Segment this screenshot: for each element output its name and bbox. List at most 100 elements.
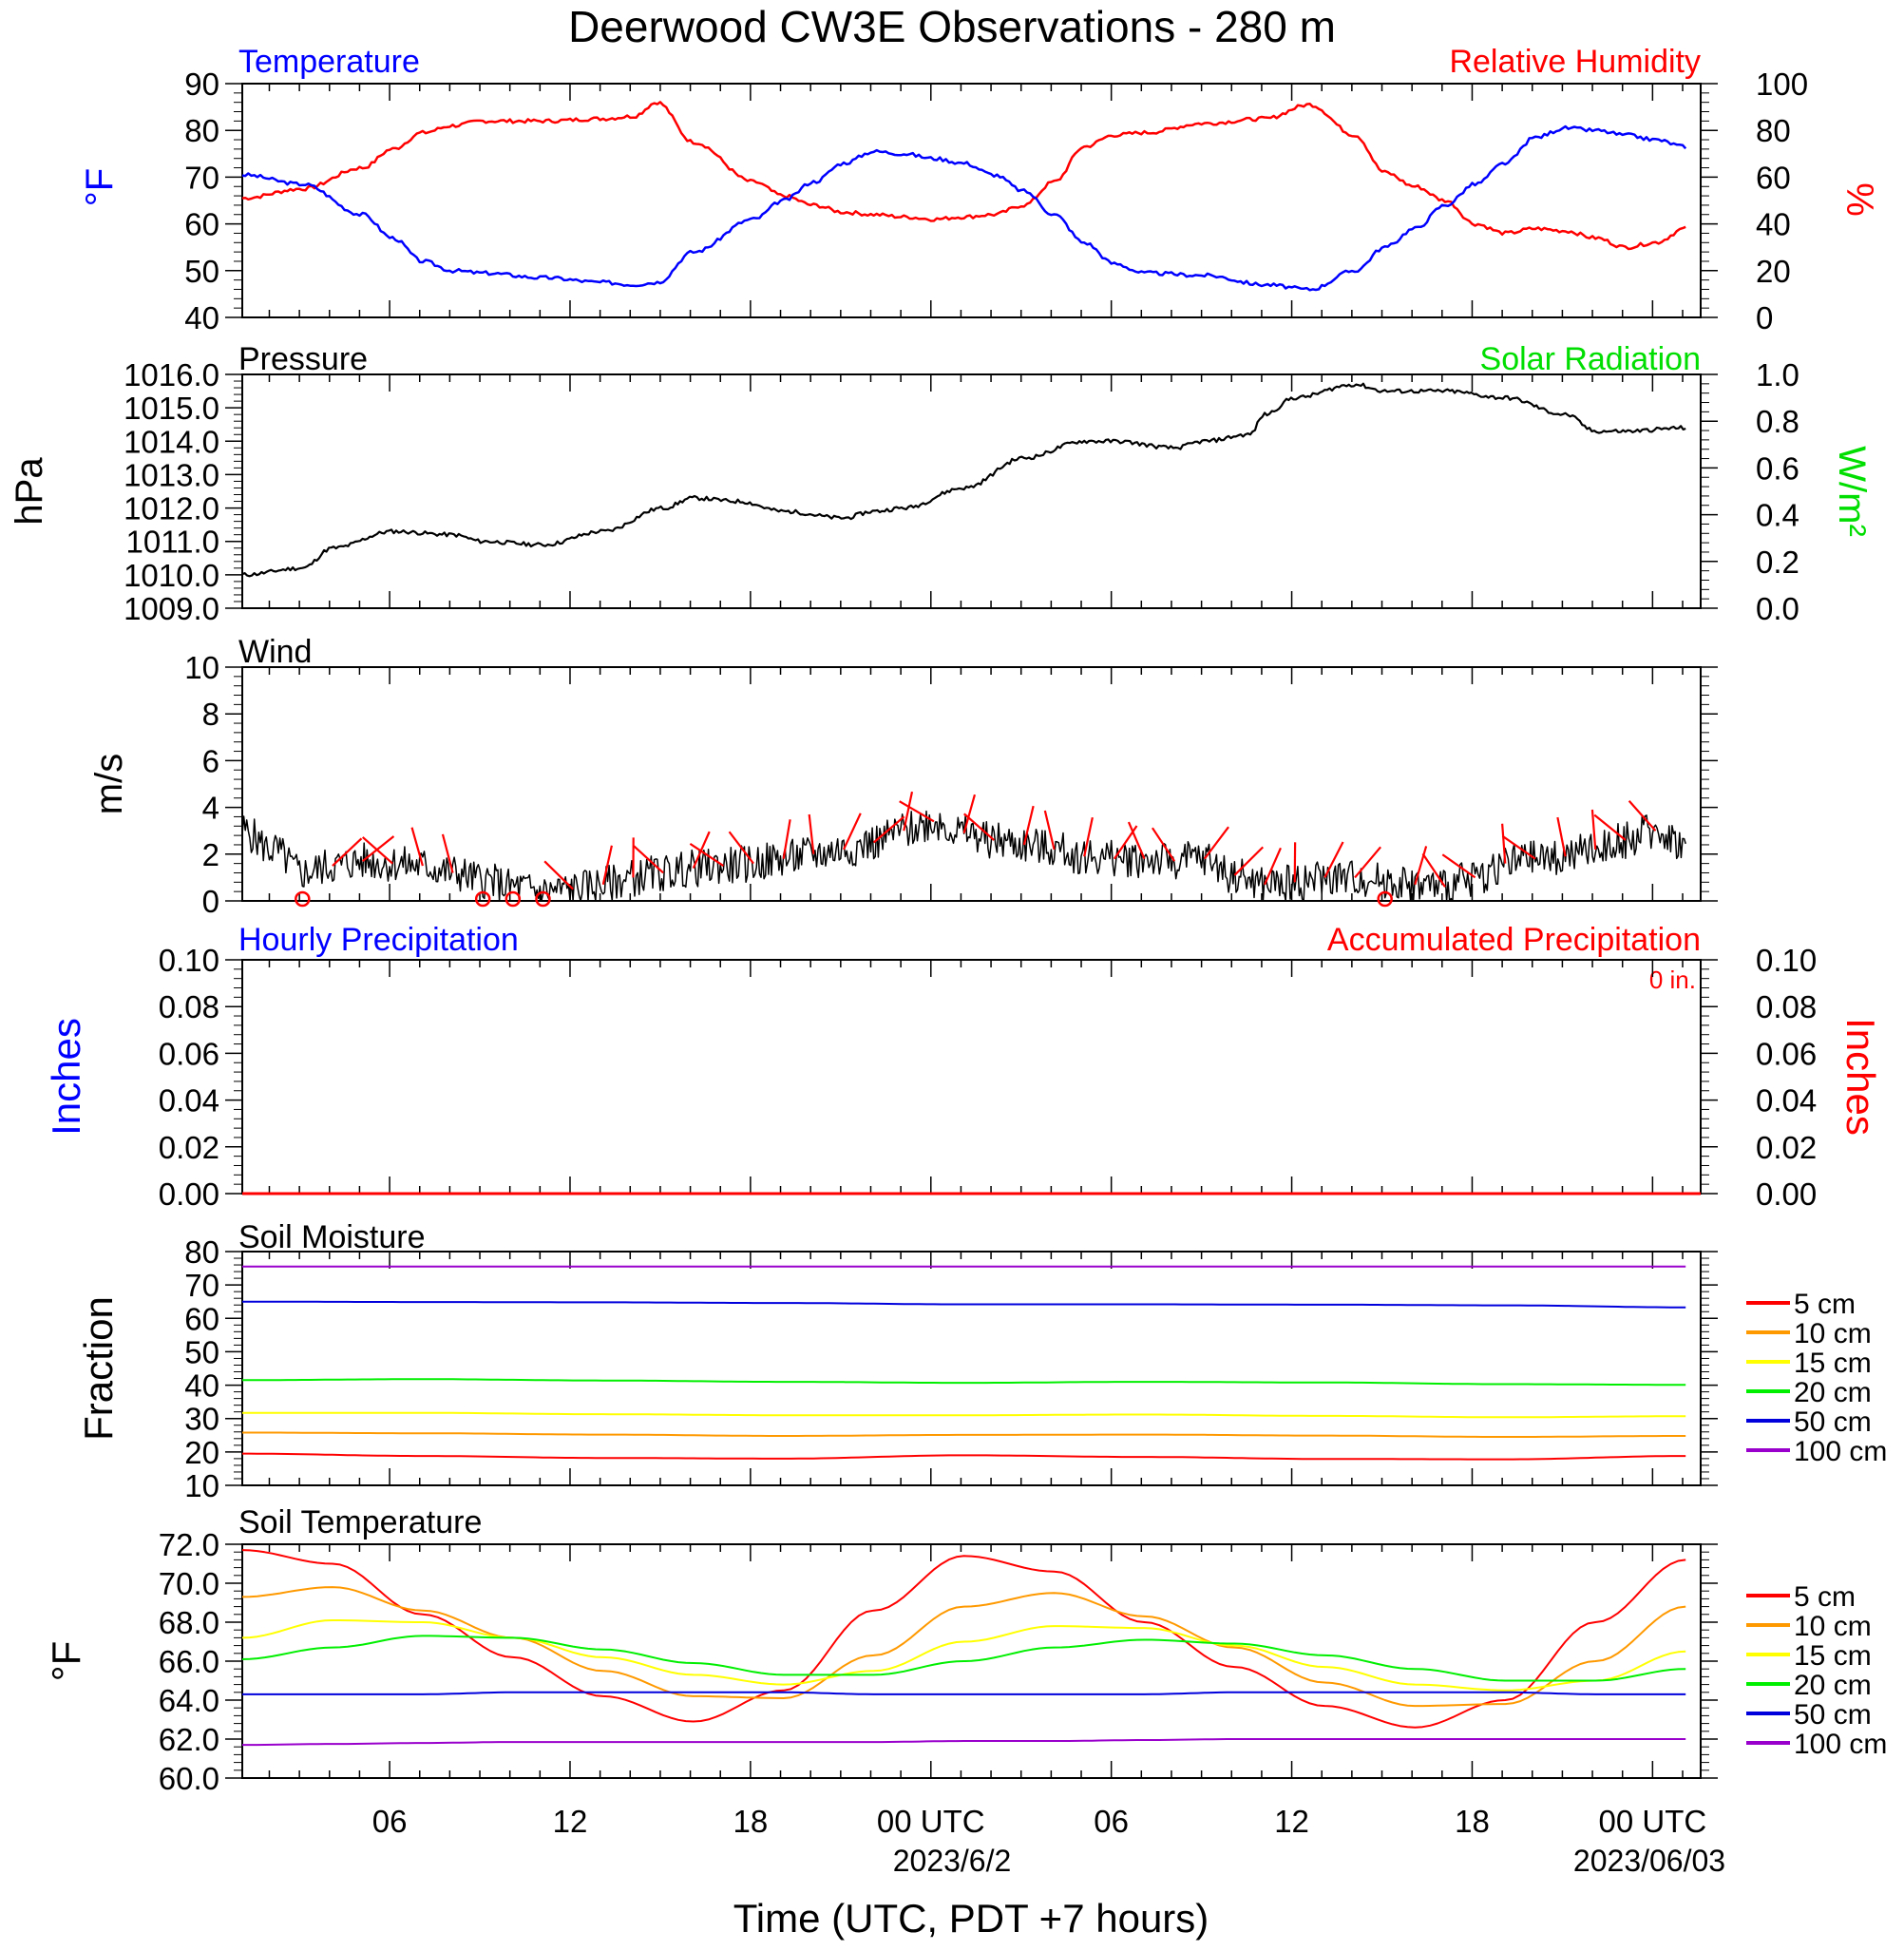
y-tick-label-left: 0.02: [159, 1130, 219, 1165]
y-axis-label-left: Fraction: [76, 1296, 121, 1441]
y-tick-label-left: 40: [184, 300, 219, 335]
x-tick-label: 18: [733, 1804, 769, 1839]
wind-barb: [1022, 805, 1035, 846]
legend-label: 10 cm: [1794, 1611, 1872, 1642]
y-tick-label-right: 0.00: [1756, 1176, 1817, 1212]
y-tick-label-left: 1014.0: [124, 424, 219, 459]
y-tick-label-left: 0.00: [159, 1176, 219, 1212]
y-tick-label-left: 72.0: [159, 1527, 219, 1562]
panel-title-left: Pressure: [238, 341, 368, 377]
panel-title-right: Relative Humidity: [1449, 44, 1701, 80]
legend-label: 15 cm: [1794, 1348, 1872, 1379]
y-axis-label-right: %: [1838, 182, 1880, 217]
wind-barb: [1556, 816, 1567, 857]
y-tick-label-left: 0: [202, 884, 219, 919]
y-tick-label-left: 0.04: [159, 1083, 219, 1119]
panel-pressure-solar: Pressure Solar Radiation hPa W/m² 1016.0…: [9, 341, 1873, 626]
y-tick-label-left: 80: [184, 113, 219, 148]
y-tick-label-left: 66.0: [159, 1644, 219, 1679]
y-tick-label-right: 40: [1756, 207, 1791, 242]
wind-barb: [1264, 847, 1282, 886]
y-tick-label-right: 1.0: [1756, 357, 1799, 392]
wind-barb: [332, 837, 363, 867]
y-tick-label-left: 80: [184, 1234, 219, 1270]
y-tick-label-left: 60.0: [159, 1761, 219, 1796]
y-tick-label-left: 90: [184, 67, 219, 102]
wind-barb: [361, 836, 393, 865]
wind-barb: [1203, 826, 1229, 860]
y-tick-label-right: 0.02: [1756, 1130, 1817, 1165]
plot-frame: [241, 373, 1702, 609]
humidity-line: [241, 101, 1686, 251]
y-tick-label-left: 20: [184, 1435, 219, 1470]
wind-barb: [872, 815, 905, 844]
wind-barb: [1501, 823, 1507, 864]
y-tick-label-left: 50: [184, 1334, 219, 1369]
legend-label: 100 cm: [1794, 1436, 1887, 1467]
wind-barb: [962, 813, 995, 841]
x-tick-label: 06: [1094, 1804, 1129, 1839]
plot-frame: [241, 959, 1702, 1195]
y-tick-label-left: 68.0: [159, 1605, 219, 1640]
wind-barb: [1414, 846, 1428, 886]
panel-title-left: Soil Moisture: [238, 1219, 426, 1255]
legend-label: 10 cm: [1794, 1318, 1872, 1349]
y-tick-label-right: 0.10: [1756, 943, 1817, 978]
y-tick-label-right: 0.08: [1756, 989, 1817, 1024]
wind-barb: [1127, 821, 1146, 860]
y-axis-label-left: Inches: [44, 1018, 88, 1136]
y-axis-label-left: m/s: [88, 754, 130, 814]
calm-wind-circle: [535, 890, 551, 908]
soil-line-50cm: [242, 1691, 1686, 1695]
y-tick-label-left: 50: [184, 254, 219, 289]
wind-barb: [1590, 809, 1597, 850]
wind-barb: [1233, 846, 1265, 876]
y-axis-label-left: hPa: [9, 457, 50, 526]
soil-line-50cm: [242, 1300, 1686, 1309]
wind-barb: [962, 794, 977, 833]
legend-label: 50 cm: [1794, 1406, 1872, 1438]
legend-label: 20 cm: [1794, 1670, 1872, 1701]
y-tick-label-left: 1012.0: [124, 491, 219, 526]
wind-barb: [410, 827, 424, 867]
y-axis-label-right: W/m²: [1831, 446, 1873, 537]
y-tick-label-left: 1016.0: [124, 357, 219, 392]
y-axis-label-left: °F: [79, 168, 121, 206]
panel-title-left: Soil Temperature: [238, 1504, 482, 1540]
wind-barb: [899, 800, 935, 823]
panel-title-left: Hourly Precipitation: [238, 922, 519, 958]
soil-line-10cm: [242, 1431, 1686, 1438]
legend-label: 100 cm: [1794, 1729, 1887, 1760]
wind-barb: [692, 831, 711, 870]
y-tick-label-right: 0.04: [1756, 1083, 1817, 1119]
date-label: 2023/06/03: [1573, 1844, 1725, 1878]
wind-barb: [1593, 813, 1627, 841]
wind-barb: [1628, 800, 1657, 832]
y-tick-label-left: 10: [184, 650, 219, 685]
y-tick-label-left: 0.06: [159, 1036, 219, 1071]
wind-barb: [1354, 846, 1381, 879]
x-axis-title: Time (UTC, PDT +7 hours): [733, 1896, 1209, 1941]
y-tick-label-left: 70: [184, 1268, 219, 1303]
y-tick-label-left: 0.08: [159, 989, 219, 1024]
x-tick-label: 00 UTC: [877, 1804, 985, 1839]
soil-line-20cm: [241, 1635, 1686, 1682]
x-tick-label: 12: [1274, 1804, 1309, 1839]
wind-barb: [1421, 852, 1446, 888]
y-tick-label-left: 4: [202, 791, 219, 826]
soil-line-20cm: [242, 1378, 1686, 1387]
soil-line-15cm: [242, 1411, 1686, 1419]
wind-barb: [601, 845, 613, 886]
plot-frame: [241, 666, 1702, 902]
panel-title-right: Solar Radiation: [1480, 341, 1701, 377]
wind-barb: [1323, 841, 1344, 878]
wind-barb: [808, 813, 815, 854]
calm-wind-circle: [505, 890, 522, 908]
legend-label: 5 cm: [1794, 1581, 1856, 1613]
calm-wind-circle: [295, 890, 311, 908]
y-tick-label-left: 1013.0: [124, 457, 219, 492]
y-tick-label-right: 60: [1756, 160, 1791, 195]
wind-barb: [1043, 810, 1056, 851]
wind-barb: [782, 819, 791, 859]
date-label: 2023/6/2: [893, 1844, 1012, 1878]
